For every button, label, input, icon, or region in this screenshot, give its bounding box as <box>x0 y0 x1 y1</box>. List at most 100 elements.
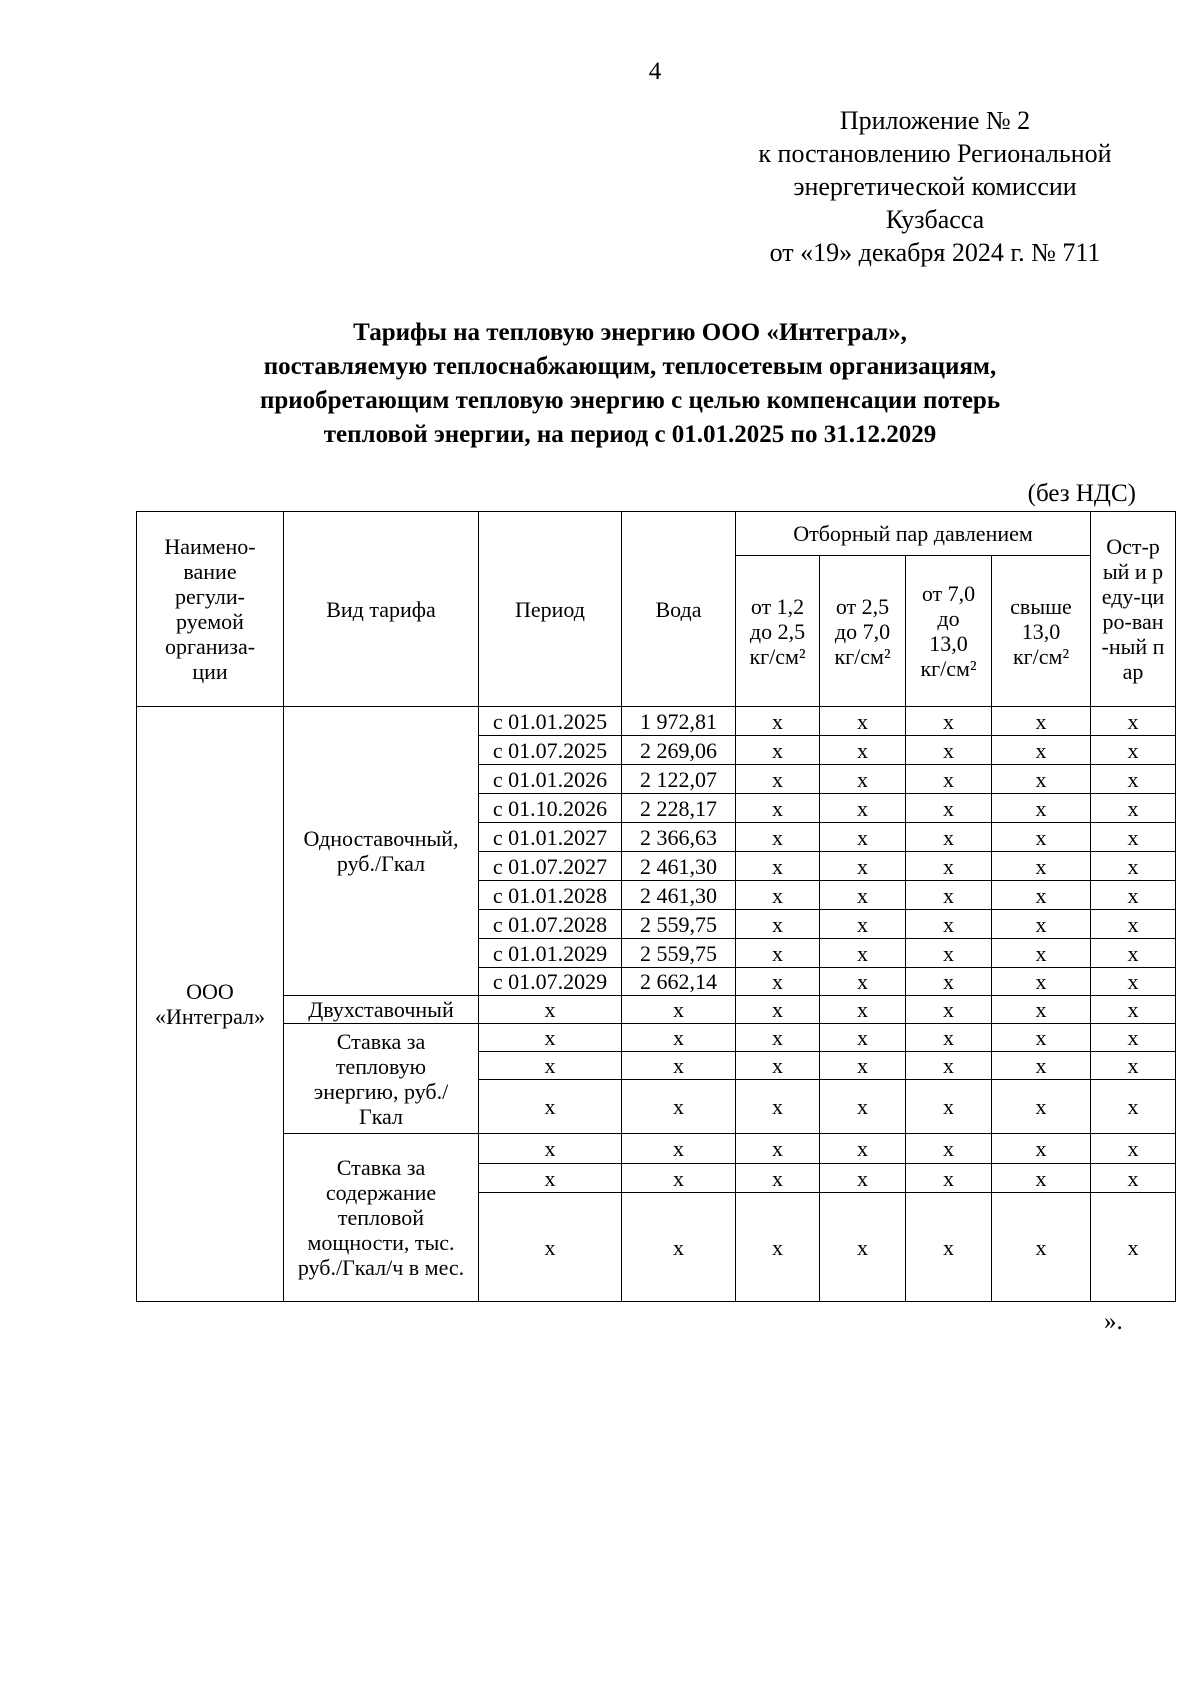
na-cell: х <box>819 967 906 996</box>
na-cell: х <box>621 995 736 1024</box>
na-cell: х <box>1090 706 1176 736</box>
na-cell: х <box>819 1023 906 1052</box>
water-cell: 2 662,14 <box>621 967 736 996</box>
header-period: Период <box>478 511 622 707</box>
na-cell: х <box>819 909 906 939</box>
na-cell: х <box>905 1192 992 1302</box>
na-cell: х <box>478 1163 622 1193</box>
na-cell: х <box>905 793 992 823</box>
na-cell: х <box>991 735 1091 765</box>
na-cell: х <box>478 1051 622 1080</box>
na-cell: х <box>905 822 992 852</box>
na-cell: х <box>621 1051 736 1080</box>
na-cell: х <box>991 706 1091 736</box>
na-cell: х <box>735 995 820 1024</box>
na-cell: х <box>1090 1133 1176 1164</box>
na-cell: х <box>991 822 1091 852</box>
na-cell: х <box>1090 1192 1176 1302</box>
na-cell: х <box>621 1079 736 1134</box>
na-cell: х <box>478 1192 622 1302</box>
period-cell: с 01.10.2026 <box>478 793 622 823</box>
table-row: с 01.07.2027 2 461,30 х х х х х <box>137 851 1176 881</box>
na-cell: х <box>478 1023 622 1052</box>
table-row: с 01.01.2027 2 366,63 х х х х х <box>137 822 1176 852</box>
na-cell: х <box>1090 793 1176 823</box>
na-cell: х <box>1090 1023 1176 1052</box>
na-cell: х <box>735 1051 820 1080</box>
na-cell: х <box>905 1023 992 1052</box>
na-cell: х <box>735 735 820 765</box>
table-row: Ставка за тепловую энергию, руб./Гкал х х х… <box>137 1023 1176 1134</box>
na-cell: х <box>905 1163 992 1193</box>
table-row: с 01.07.2028 2 559,75 х х х х х <box>137 909 1176 939</box>
na-cell: х <box>735 909 820 939</box>
na-cell: х <box>735 938 820 968</box>
table-row: ООО «Интеграл» Одноставочный, руб./Гкал с … <box>136 706 1176 1302</box>
water-cell: 2 122,07 <box>621 764 736 794</box>
na-cell: х <box>905 995 992 1024</box>
appendix-line: Кузбасса <box>885 205 985 234</box>
appendix-line: к постановлению Региональной <box>758 139 1112 168</box>
na-cell: х <box>1090 967 1176 996</box>
na-cell: х <box>991 1079 1091 1134</box>
na-cell: х <box>735 1023 820 1052</box>
na-cell: х <box>819 764 906 794</box>
document-title: Тарифы на тепловую энергию ООО «Интеграл… <box>180 316 1080 452</box>
header-steam-4: свыше 13,0 кг/см² <box>991 555 1091 707</box>
na-cell: х <box>991 793 1091 823</box>
water-cell: 2 559,75 <box>621 938 736 968</box>
na-cell: х <box>991 880 1091 910</box>
na-cell: х <box>991 938 1091 968</box>
na-cell: х <box>621 1163 736 1193</box>
header-tariff-type: Вид тарифа <box>283 511 479 707</box>
na-cell: х <box>735 1192 820 1302</box>
water-cell: 2 228,17 <box>621 793 736 823</box>
na-cell: х <box>991 1192 1091 1302</box>
na-cell: х <box>621 1023 736 1052</box>
na-cell: х <box>1090 938 1176 968</box>
vat-note: (без НДС) <box>1027 480 1136 507</box>
title-line: Тарифы на тепловую энергию ООО «Интеграл… <box>353 319 907 346</box>
na-cell: х <box>735 967 820 996</box>
na-cell: х <box>991 1163 1091 1193</box>
na-cell: х <box>991 1133 1091 1164</box>
na-cell: х <box>735 706 820 736</box>
water-cell: 2 366,63 <box>621 822 736 852</box>
water-cell: 2 559,75 <box>621 909 736 939</box>
na-cell: х <box>1090 880 1176 910</box>
na-cell: х <box>1090 764 1176 794</box>
na-cell: х <box>905 967 992 996</box>
header-steam-2: от 2,5 до 7,0 кг/см² <box>819 555 906 707</box>
na-cell: х <box>735 764 820 794</box>
tariff-table: Наимено-вание регули-руемой организа-ции… <box>136 511 1176 1302</box>
na-cell: х <box>1090 1163 1176 1193</box>
header-steam-1: от 1,2 до 2,5 кг/см² <box>735 555 820 707</box>
na-cell: х <box>991 995 1091 1024</box>
title-line: приобретающим тепловую энергию с целью к… <box>259 387 1001 414</box>
table-row: Двухставочный х х х х х х х <box>137 995 1176 1024</box>
na-cell: х <box>1090 909 1176 939</box>
na-cell: х <box>991 967 1091 996</box>
na-cell: х <box>991 851 1091 881</box>
na-cell: х <box>991 764 1091 794</box>
period-cell: с 01.07.2027 <box>478 851 622 881</box>
na-cell: х <box>735 880 820 910</box>
period-cell: с 01.01.2026 <box>478 764 622 794</box>
na-cell: х <box>1090 1051 1176 1080</box>
na-cell: х <box>991 909 1091 939</box>
period-cell: с 01.01.2027 <box>478 822 622 852</box>
na-cell: х <box>1090 735 1176 765</box>
na-cell: х <box>478 1079 622 1134</box>
na-cell: х <box>1090 851 1176 881</box>
period-cell: с 01.07.2025 <box>478 735 622 765</box>
na-cell: х <box>621 1133 736 1164</box>
appendix-line: от «19» декабря 2024 г. № 711 <box>769 238 1101 267</box>
na-cell: х <box>905 706 992 736</box>
table-row: с 01.07.2025 2 269,06 х х х х х <box>137 735 1176 765</box>
period-cell: с 01.01.2025 <box>478 706 622 736</box>
table-row: с 01.01.2029 2 559,75 х х х х х <box>137 938 1176 968</box>
na-cell: х <box>819 1133 906 1164</box>
header-steam-3: от 7,0 до 13,0 кг/см² <box>905 555 992 707</box>
capacity-rate-label: Ставка за содержание тепловой мощности, … <box>283 1133 479 1302</box>
na-cell: х <box>478 1133 622 1164</box>
